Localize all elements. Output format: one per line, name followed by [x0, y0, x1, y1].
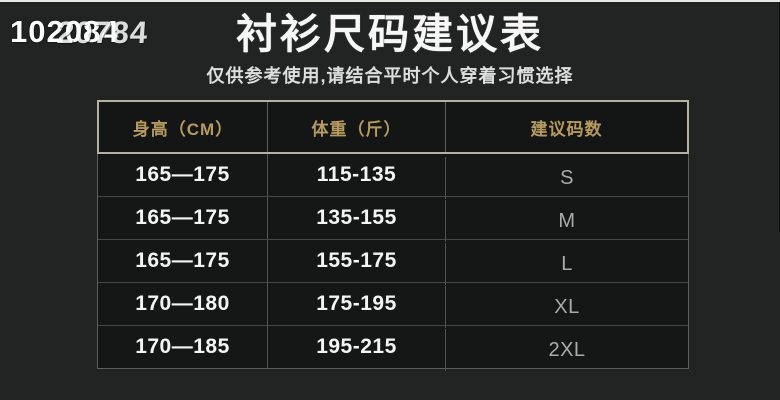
size-code-cell: L: [445, 243, 688, 285]
height-range-cell: 165—175: [135, 163, 230, 186]
top-edge-line: [0, 0, 780, 2]
frame-counter-watermark: 102084 20784: [10, 14, 180, 54]
table-row: 165—175 115-135 S: [98, 154, 688, 199]
column-header-size: 建议码数: [445, 102, 687, 152]
page-subtitle: 仅供参考使用,请结合平时个人穿着习惯选择: [206, 66, 574, 86]
height-range-cell: 170—180: [135, 292, 230, 315]
table-row: 165—175 155-175 L: [98, 239, 688, 285]
height-range-cell: 165—175: [135, 206, 230, 229]
column-header-weight: 体重（斤）: [267, 102, 445, 152]
table-row: 165—175 135-155 M: [98, 196, 688, 242]
size-code-cell: 2XL: [445, 329, 688, 371]
weight-range-cell: 195-215: [267, 326, 445, 368]
weight-range-cell: 135-155: [267, 197, 445, 239]
height-range-cell: 170—185: [135, 335, 230, 358]
page-title: 衬衫尺码建议表: [236, 11, 544, 57]
watermark-front-text: 102084: [10, 14, 120, 49]
weight-range-cell: 175-195: [267, 283, 445, 325]
weight-range-cell: 155-175: [267, 240, 445, 282]
size-code-cell: XL: [445, 286, 688, 328]
weight-range-cell: 115-135: [267, 154, 445, 196]
height-range-cell: 165—175: [135, 249, 230, 272]
title-block: 衬衫尺码建议表 仅供参考使用,请结合平时个人穿着习惯选择: [0, 10, 780, 88]
size-recommendation-table: 身高（CM） 体重（斤） 建议码数 165—175 115-135 S 165—…: [97, 100, 689, 371]
table-body: 165—175 115-135 S 165—175 135-155 M 165—…: [97, 154, 689, 371]
table-row: 170—180 175-195 XL: [98, 282, 688, 328]
size-code-cell: M: [445, 200, 688, 242]
column-header-height: 身高（CM）: [132, 119, 234, 139]
table-header-row: 身高（CM） 体重（斤） 建议码数: [97, 100, 689, 154]
table-row: 170—185 195-215 2XL: [98, 325, 688, 371]
size-code-cell: S: [445, 157, 688, 199]
